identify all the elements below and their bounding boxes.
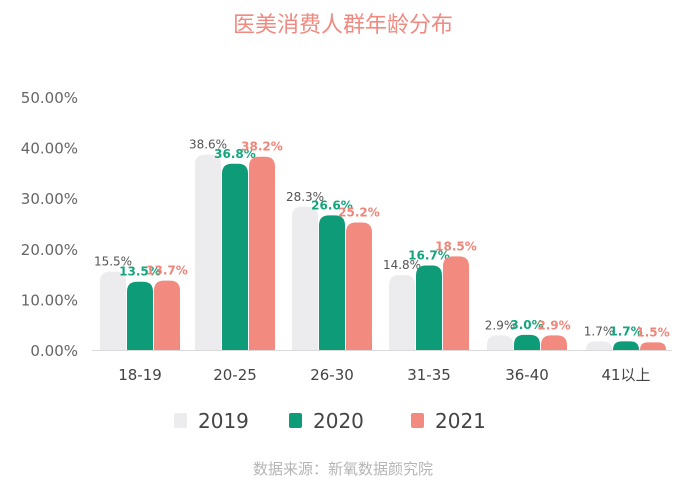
legend-label-2021: 2021: [435, 409, 486, 433]
bar-2020-18-19: [127, 281, 153, 350]
data-label-2020-18-19: 13.5%: [119, 265, 161, 279]
y-tick-label: 20.00%: [21, 241, 78, 259]
bar-2019-36-40: [487, 335, 513, 350]
y-tick-label: 40.00%: [21, 140, 78, 158]
y-tick-label: 50.00%: [21, 89, 78, 107]
data-label-2021-18-19: 13.7%: [146, 264, 188, 278]
x-tick-label: 18-19: [118, 366, 162, 384]
y-tick-label: 30.00%: [21, 190, 78, 208]
bar-2019-26-30: [292, 206, 318, 350]
data-label-2019-36-40: 2.9%: [485, 318, 516, 332]
x-tick-label: 26-30: [310, 366, 354, 384]
bar-2020-36-40: [514, 334, 540, 350]
legend-label-2019: 2019: [198, 409, 249, 433]
data-label-2021-26-30: 25.2%: [338, 205, 380, 219]
data-label-2020-26-30: 26.6%: [311, 198, 353, 212]
bar-2020-31-35: [416, 265, 442, 350]
data-label-2021-36-40: 2.9%: [537, 318, 570, 332]
legend-swatch-2021: [411, 413, 424, 428]
bar-2020-41以上: [613, 341, 639, 350]
source-note: 数据来源：新氧数据颜究院: [253, 460, 433, 478]
y-tick-label: 0.00%: [30, 342, 78, 360]
data-label-2019-41以上: 1.7%: [584, 324, 615, 338]
bar-2021-26-30: [346, 222, 372, 350]
chart-title: 医美消费人群年龄分布: [233, 13, 453, 38]
bar-2019-20-25: [195, 154, 221, 350]
data-label-2020-41以上: 1.7%: [609, 324, 642, 338]
data-label-2021-31-35: 18.5%: [435, 239, 477, 253]
data-label-2021-41以上: 1.5%: [636, 325, 669, 339]
legend-swatch-2020: [289, 413, 302, 428]
data-label-2019-26-30: 28.3%: [286, 190, 324, 204]
x-tick-label: 31-35: [407, 366, 451, 384]
legend-label-2020: 2020: [313, 409, 364, 433]
bar-2021-18-19: [154, 280, 180, 350]
x-tick-label: 41以上: [601, 366, 650, 384]
x-tick-label: 36-40: [505, 366, 549, 384]
legend-swatch-2019: [174, 413, 187, 428]
bar-2021-31-35: [443, 256, 469, 350]
bar-2019-41以上: [586, 341, 612, 350]
bar-2019-18-19: [100, 271, 126, 350]
bar-2021-36-40: [541, 335, 567, 350]
data-label-2021-20-25: 38.2%: [241, 140, 283, 154]
bar-2020-20-25: [222, 163, 248, 350]
data-label-2020-36-40: 3.0%: [510, 318, 543, 332]
bar-2021-20-25: [249, 156, 275, 350]
bar-2019-31-35: [389, 275, 415, 350]
data-label-2019-31-35: 14.8%: [383, 258, 421, 272]
x-tick-label: 20-25: [213, 366, 257, 384]
data-label-2020-20-25: 36.8%: [214, 147, 256, 161]
bar-2020-26-30: [319, 215, 345, 350]
data-label-2019-18-19: 15.5%: [94, 255, 132, 269]
y-tick-label: 10.00%: [21, 291, 78, 309]
data-label-2020-31-35: 16.7%: [408, 248, 450, 262]
data-label-2019-20-25: 38.6%: [189, 138, 227, 152]
bar-2021-41以上: [640, 342, 666, 350]
